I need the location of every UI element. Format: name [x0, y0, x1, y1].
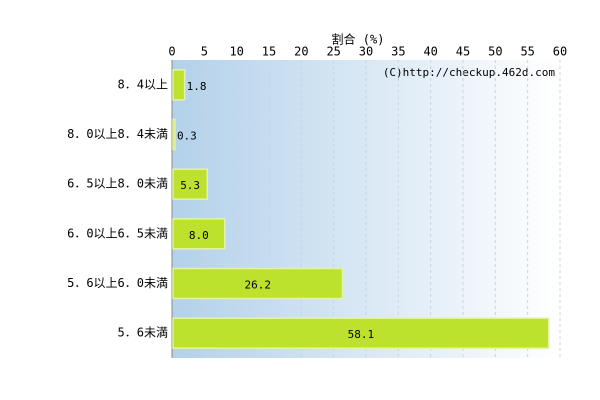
watermark: (C)http://checkup.462d.com [383, 66, 556, 79]
value-label: 5.3 [180, 179, 200, 192]
bar [172, 218, 226, 250]
bar [172, 168, 209, 200]
x-tick-label: 40 [423, 45, 437, 59]
bar [172, 118, 176, 151]
y-tick-label: 5．6未満 [118, 326, 168, 340]
value-label: 58.1 [348, 328, 375, 341]
bar [172, 317, 550, 349]
x-tick-label: 35 [391, 45, 405, 59]
value-label: 0.3 [177, 130, 197, 143]
x-tick-label: 20 [294, 45, 308, 59]
x-tick-label: 45 [456, 45, 470, 59]
y-tick-label: 6．0以上6．5未満 [67, 226, 168, 240]
x-tick-label: 10 [229, 45, 243, 59]
y-tick-label: 6．5以上8．0未満 [67, 177, 168, 191]
y-tick-label: 8．0以上8．4未満 [67, 127, 168, 141]
value-label: 8.0 [189, 229, 209, 242]
x-tick-label: 60 [553, 45, 567, 59]
axis-title: 割合 (%) [332, 32, 385, 47]
x-tick-label: 50 [488, 45, 502, 59]
bar [172, 267, 344, 300]
x-tick-label: 25 [326, 45, 340, 59]
x-tick-label: 5 [201, 45, 208, 59]
y-tick-label: 5．6以上6．0未満 [67, 276, 168, 290]
value-label: 26.2 [244, 279, 271, 292]
x-tick-label: 0 [168, 45, 175, 59]
x-tick-label: 30 [359, 45, 373, 59]
x-tick-label: 55 [520, 45, 534, 59]
y-tick-label: 8．4以上 [118, 77, 168, 91]
value-label: 1.8 [187, 80, 207, 93]
x-tick-label: 15 [262, 45, 276, 59]
bar [172, 69, 186, 101]
